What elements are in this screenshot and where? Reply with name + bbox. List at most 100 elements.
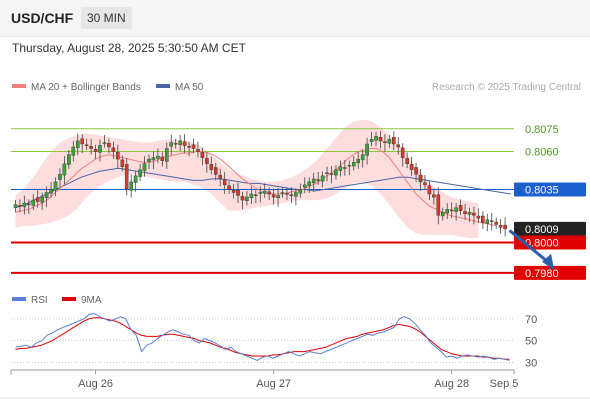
candle-body — [178, 140, 183, 145]
candle-body — [378, 136, 383, 142]
candle-body — [84, 144, 89, 146]
candle-body — [142, 163, 147, 171]
candle-body — [320, 175, 325, 182]
legend-swatch-rsi-1 — [62, 297, 76, 301]
candle-body — [133, 175, 138, 183]
chart-datetime: Thursday, August 28, 2025 5:30:50 AM CET — [12, 41, 246, 55]
rsi-ma-line — [15, 317, 510, 360]
timeframe-badge[interactable]: 30 MIN — [81, 7, 132, 29]
candle-body — [93, 149, 98, 152]
candle-body — [316, 179, 320, 181]
level-badge-5 — [514, 265, 586, 280]
candle-body — [89, 146, 93, 149]
level-badge-2 — [514, 182, 586, 197]
candle-body — [209, 164, 214, 170]
candle-body — [187, 146, 191, 148]
forecast-arrow-head — [542, 253, 555, 270]
candle-body — [476, 215, 481, 219]
candle-body — [418, 174, 423, 183]
candle-body — [347, 164, 352, 167]
candle-body — [387, 139, 392, 144]
candle-body — [98, 145, 102, 153]
candle-body — [338, 166, 343, 171]
candle-body — [329, 173, 334, 175]
x-tick-label-2: Aug 28 — [434, 378, 469, 390]
candle-body — [227, 185, 231, 190]
candle-body — [169, 142, 174, 147]
candle-body — [481, 215, 485, 224]
chart-header: USD/CHF 30 MIN — [0, 0, 590, 37]
x-tick-label-1: Aug 27 — [256, 378, 291, 390]
x-tick-label-0: Aug 26 — [78, 378, 113, 390]
symbol-title: USD/CHF — [11, 10, 74, 26]
candle-body — [191, 144, 196, 149]
ma50-line — [15, 167, 511, 209]
candle-body — [454, 207, 458, 212]
candles-group — [13, 131, 507, 237]
candle-body — [472, 212, 476, 216]
candle-body — [196, 149, 200, 152]
attribution-text: Research © 2025 Trading Central — [432, 82, 581, 93]
candle-body — [383, 141, 387, 143]
candle-body — [31, 199, 36, 206]
candle-body — [267, 191, 272, 195]
candle-body — [35, 197, 40, 202]
level-label-5: 0.7980 — [525, 268, 559, 280]
candle-body — [463, 211, 467, 214]
candle-body — [249, 193, 254, 198]
candle-body — [173, 142, 178, 145]
candle-body — [405, 158, 410, 164]
candle-body — [102, 142, 107, 144]
candle-body — [489, 220, 494, 222]
candle-body — [365, 143, 369, 156]
candle-body — [156, 155, 160, 159]
candle-body — [503, 224, 507, 230]
candle-body — [352, 161, 356, 167]
candle-body — [138, 169, 142, 177]
candle-body — [427, 185, 432, 195]
candle-body — [423, 182, 427, 186]
candle-body — [13, 204, 18, 208]
rsi-tick-50: 50 — [525, 336, 537, 348]
level-badge-3 — [514, 221, 586, 236]
candle-body — [325, 172, 329, 175]
candle-body — [115, 152, 120, 160]
legend-label-main-0: MA 20 + Bollinger Bands — [31, 82, 141, 93]
level-label-3: 0.8009 — [525, 224, 559, 236]
candle-body — [58, 174, 62, 180]
candle-body — [400, 147, 405, 158]
candle-body — [311, 178, 316, 183]
candle-body — [285, 193, 289, 195]
candle-body — [27, 203, 31, 206]
level-label-1: 0.8060 — [525, 147, 559, 159]
candle-body — [343, 167, 347, 169]
candle-body — [240, 196, 245, 201]
candle-body — [396, 144, 401, 148]
candle-body — [222, 179, 227, 186]
candle-body — [164, 148, 169, 162]
candle-body — [258, 192, 263, 194]
candle-body — [298, 189, 303, 194]
candle-body — [289, 194, 294, 197]
candle-body — [44, 192, 49, 199]
candle-body — [445, 208, 450, 214]
candle-body — [303, 184, 307, 188]
candle-body — [218, 174, 223, 180]
legend-swatch-main-0 — [12, 84, 26, 88]
candle-body — [147, 158, 151, 162]
candle-body — [71, 146, 76, 156]
candle-body — [62, 163, 67, 176]
rsi-tick-30: 30 — [525, 358, 537, 370]
candle-body — [213, 167, 218, 175]
level-label-0: 0.8075 — [525, 124, 559, 136]
x-tick-label-3: Sep 5 — [490, 378, 519, 390]
candle-body — [262, 190, 267, 194]
candle-body — [67, 154, 71, 165]
candle-body — [280, 192, 285, 194]
candle-body — [369, 139, 374, 142]
candle-body — [75, 140, 80, 148]
legend-label-rsi-0: RSI — [31, 295, 48, 306]
candle-body — [205, 158, 209, 164]
